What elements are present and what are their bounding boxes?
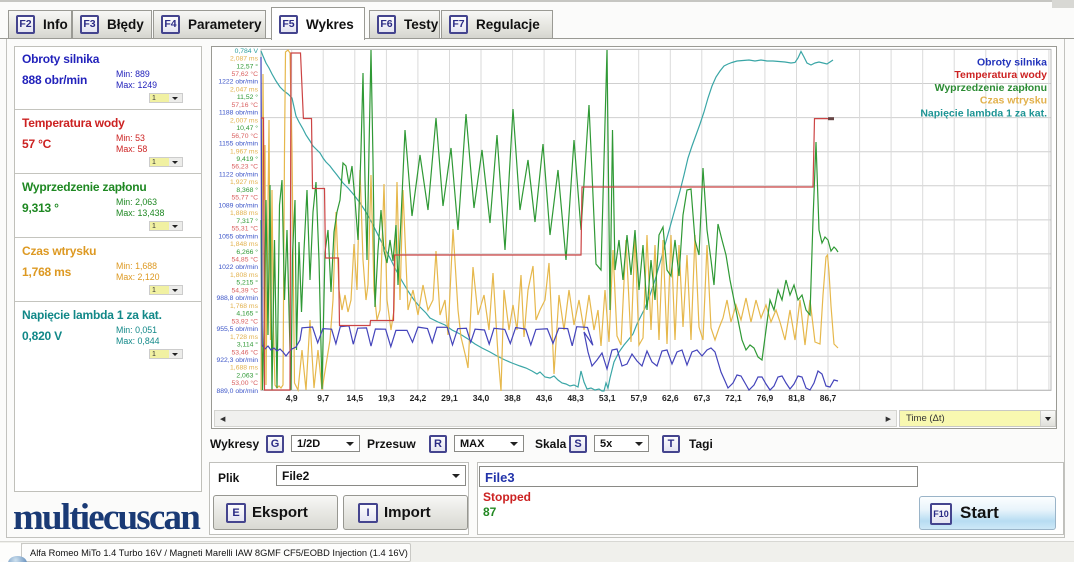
svg-text:Czas wtrysku: Czas wtrysku	[980, 95, 1047, 107]
svg-text:54,85 °C: 54,85 °C	[231, 256, 258, 264]
svg-text:81,8: 81,8	[788, 393, 805, 403]
svg-text:29,1: 29,1	[441, 393, 458, 403]
svg-text:54,39 °C: 54,39 °C	[231, 286, 258, 294]
svg-text:Napięcie lambda 1 za kat.: Napięcie lambda 1 za kat.	[920, 107, 1047, 119]
svg-text:955,5 obr/min: 955,5 obr/min	[216, 326, 258, 333]
svg-text:38,8: 38,8	[504, 393, 521, 403]
svg-text:12,57 °: 12,57 °	[236, 62, 258, 70]
svg-text:1,688 ms: 1,688 ms	[230, 365, 259, 372]
svg-text:2,007 ms: 2,007 ms	[230, 117, 259, 124]
svg-text:1,927 ms: 1,927 ms	[230, 179, 259, 186]
svg-text:1,848 ms: 1,848 ms	[230, 241, 259, 248]
svg-text:Temperatura wody: Temperatura wody	[954, 69, 1047, 81]
svg-text:Wyprzedzenie zapłonu: Wyprzedzenie zapłonu	[935, 82, 1047, 94]
svg-text:2,047 ms: 2,047 ms	[230, 86, 259, 93]
svg-text:Obroty silnika: Obroty silnika	[977, 57, 1047, 69]
svg-text:53,46 °C: 53,46 °C	[231, 348, 258, 356]
svg-text:55,77 °C: 55,77 °C	[231, 194, 258, 202]
svg-text:56,70 °C: 56,70 °C	[231, 132, 258, 140]
svg-text:4,165 °: 4,165 °	[236, 310, 258, 318]
svg-text:1055 obr/min: 1055 obr/min	[218, 233, 258, 240]
svg-text:72,1: 72,1	[725, 393, 742, 403]
svg-text:2,087 ms: 2,087 ms	[230, 56, 259, 63]
svg-text:53,1: 53,1	[599, 393, 616, 403]
svg-text:1,967 ms: 1,967 ms	[230, 148, 259, 155]
svg-text:9,419 °: 9,419 °	[236, 155, 258, 163]
svg-text:889,0 obr/min: 889,0 obr/min	[216, 388, 258, 395]
svg-text:1,768 ms: 1,768 ms	[230, 303, 259, 310]
svg-text:6,266 °: 6,266 °	[236, 248, 258, 256]
svg-text:14,5: 14,5	[347, 393, 364, 403]
svg-text:8,368 °: 8,368 °	[236, 186, 258, 194]
svg-text:2,063 °: 2,063 °	[236, 371, 258, 379]
svg-text:1188 obr/min: 1188 obr/min	[219, 110, 258, 117]
svg-text:19,3: 19,3	[378, 393, 395, 403]
svg-text:43,6: 43,6	[536, 393, 553, 403]
svg-text:56,23 °C: 56,23 °C	[231, 163, 258, 171]
svg-text:4,9: 4,9	[286, 393, 298, 403]
svg-text:24,2: 24,2	[410, 393, 427, 403]
svg-text:988,8 obr/min: 988,8 obr/min	[216, 295, 258, 302]
svg-text:1,728 ms: 1,728 ms	[230, 334, 259, 341]
svg-text:9,7: 9,7	[317, 393, 329, 403]
svg-text:5,215 °: 5,215 °	[236, 279, 258, 287]
svg-text:34,0: 34,0	[473, 393, 490, 403]
svg-text:53,92 °C: 53,92 °C	[231, 317, 258, 325]
svg-text:1022 obr/min: 1022 obr/min	[218, 264, 258, 271]
svg-text:1,808 ms: 1,808 ms	[230, 272, 259, 279]
svg-text:7,317 °: 7,317 °	[236, 217, 258, 225]
svg-text:1089 obr/min: 1089 obr/min	[218, 202, 258, 209]
svg-text:922,3 obr/min: 922,3 obr/min	[216, 357, 258, 364]
svg-text:57,16 °C: 57,16 °C	[231, 101, 258, 109]
svg-text:76,9: 76,9	[757, 393, 774, 403]
svg-text:55,31 °C: 55,31 °C	[231, 225, 258, 233]
svg-text:1122 obr/min: 1122 obr/min	[219, 172, 258, 179]
svg-text:1222 obr/min: 1222 obr/min	[218, 79, 258, 86]
svg-text:1,888 ms: 1,888 ms	[230, 210, 259, 217]
svg-text:67,3: 67,3	[694, 393, 711, 403]
svg-text:86,7: 86,7	[820, 393, 837, 403]
svg-text:57,9: 57,9	[631, 393, 648, 403]
svg-text:53,00 °C: 53,00 °C	[231, 379, 258, 387]
svg-text:48,3: 48,3	[567, 393, 584, 403]
svg-text:62,6: 62,6	[662, 393, 679, 403]
svg-text:11,52 °: 11,52 °	[237, 93, 258, 101]
svg-text:10,47 °: 10,47 °	[236, 124, 258, 132]
svg-text:1155 obr/min: 1155 obr/min	[219, 141, 258, 148]
svg-text:57,62 °C: 57,62 °C	[231, 70, 258, 78]
svg-text:3,114 °: 3,114 °	[237, 341, 258, 349]
svg-text:0,784 V: 0,784 V	[235, 48, 259, 55]
